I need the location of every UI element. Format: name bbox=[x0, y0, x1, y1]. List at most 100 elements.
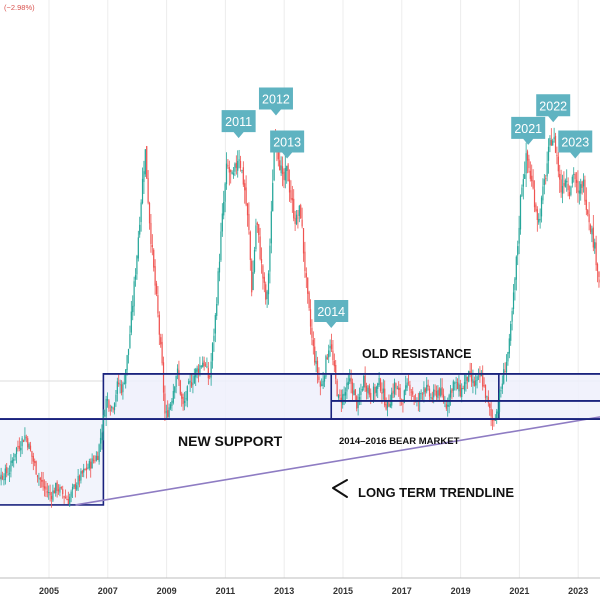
candle-body bbox=[567, 183, 569, 191]
candle-body bbox=[517, 246, 519, 256]
candle-body bbox=[552, 140, 554, 146]
candle-body bbox=[339, 394, 341, 397]
candle-body bbox=[176, 368, 179, 374]
candle-body bbox=[508, 338, 510, 354]
candle-body bbox=[150, 222, 152, 244]
candle-body bbox=[420, 393, 422, 394]
candle-body bbox=[11, 460, 13, 463]
candle-body bbox=[13, 459, 15, 461]
candle-body bbox=[119, 384, 121, 386]
candle-body bbox=[262, 265, 264, 279]
candle-body bbox=[136, 256, 138, 275]
candle-body bbox=[288, 179, 291, 193]
peak-callout: 2021 bbox=[511, 116, 546, 145]
candle-body bbox=[63, 496, 65, 498]
candle-body bbox=[442, 394, 445, 402]
candle-body bbox=[101, 432, 103, 441]
candle-body bbox=[46, 491, 48, 493]
candle-body bbox=[336, 380, 338, 397]
candle-body bbox=[312, 339, 314, 346]
candle-body bbox=[199, 364, 201, 373]
candle-body bbox=[382, 388, 384, 393]
x-axis: 2003200520072009201120132015201720192021… bbox=[0, 586, 588, 596]
candle-body bbox=[74, 483, 76, 490]
candle-body bbox=[305, 273, 307, 278]
candle-body bbox=[17, 446, 19, 448]
candle-body bbox=[147, 178, 149, 203]
candle-body bbox=[144, 149, 146, 175]
candle-body bbox=[563, 183, 565, 186]
candle-body bbox=[589, 225, 592, 233]
candle-body bbox=[405, 385, 407, 392]
candle-body bbox=[461, 387, 463, 398]
callout-label: 2013 bbox=[273, 135, 301, 149]
candle-body bbox=[386, 400, 389, 408]
candle-body bbox=[241, 170, 243, 171]
candle-body bbox=[123, 382, 125, 384]
candle-body bbox=[498, 392, 501, 412]
candle-body bbox=[557, 156, 559, 172]
candle-body bbox=[533, 189, 536, 208]
candle-body bbox=[554, 135, 557, 153]
candle-body bbox=[224, 183, 226, 202]
candle-body bbox=[192, 383, 194, 385]
candle-body bbox=[171, 400, 173, 406]
candle-body bbox=[273, 140, 275, 181]
candle-body bbox=[372, 386, 375, 401]
candle-body bbox=[211, 343, 214, 361]
candle-body bbox=[393, 382, 396, 395]
candle-body bbox=[18, 445, 20, 449]
candle-body bbox=[39, 477, 41, 480]
x-tick-label: 2007 bbox=[98, 586, 118, 596]
candle-body bbox=[186, 386, 188, 401]
candle-body bbox=[8, 473, 11, 474]
candle-body bbox=[577, 180, 579, 193]
candle-body bbox=[325, 355, 327, 378]
candle-body bbox=[99, 437, 102, 444]
candle-body bbox=[52, 490, 54, 501]
candle-body bbox=[78, 475, 81, 481]
candle-body bbox=[374, 386, 376, 394]
candle-body bbox=[524, 174, 526, 179]
x-tick-label: 2019 bbox=[451, 586, 471, 596]
x-tick-label: 2011 bbox=[216, 586, 236, 596]
candle-body bbox=[90, 461, 92, 469]
candle-body bbox=[526, 151, 529, 161]
candle-body bbox=[298, 205, 300, 217]
candle-body bbox=[27, 438, 29, 448]
candle-body bbox=[10, 460, 12, 472]
candle-body bbox=[81, 470, 83, 474]
candle-body bbox=[545, 178, 547, 180]
candle-body bbox=[129, 334, 131, 348]
candle-body bbox=[204, 364, 207, 366]
candle-body bbox=[265, 284, 267, 300]
candle-body bbox=[263, 276, 265, 283]
candle-body bbox=[284, 168, 286, 181]
candle-body bbox=[127, 348, 130, 355]
candle-body bbox=[22, 440, 25, 442]
candle-body bbox=[389, 403, 391, 408]
candle-body bbox=[409, 384, 411, 391]
candle-body bbox=[484, 384, 487, 399]
candle-body bbox=[35, 461, 37, 475]
candle-body bbox=[519, 195, 522, 230]
candle-body bbox=[251, 260, 253, 293]
candle-body bbox=[134, 275, 137, 280]
candle-body bbox=[295, 214, 298, 225]
candle-body bbox=[252, 272, 254, 291]
candle-body bbox=[592, 227, 594, 248]
candle-body bbox=[109, 409, 111, 411]
candle-body bbox=[45, 486, 47, 490]
candle-body bbox=[64, 497, 67, 499]
candle-body bbox=[482, 374, 484, 387]
candle-body bbox=[328, 350, 330, 358]
candle-body bbox=[512, 292, 515, 309]
candle-body bbox=[326, 357, 328, 360]
candle-body bbox=[132, 305, 134, 313]
candle-body bbox=[239, 161, 242, 169]
x-tick-label: 2021 bbox=[509, 586, 529, 596]
candle-body bbox=[476, 376, 478, 381]
candle-body bbox=[543, 179, 545, 186]
candle-body bbox=[538, 219, 540, 223]
